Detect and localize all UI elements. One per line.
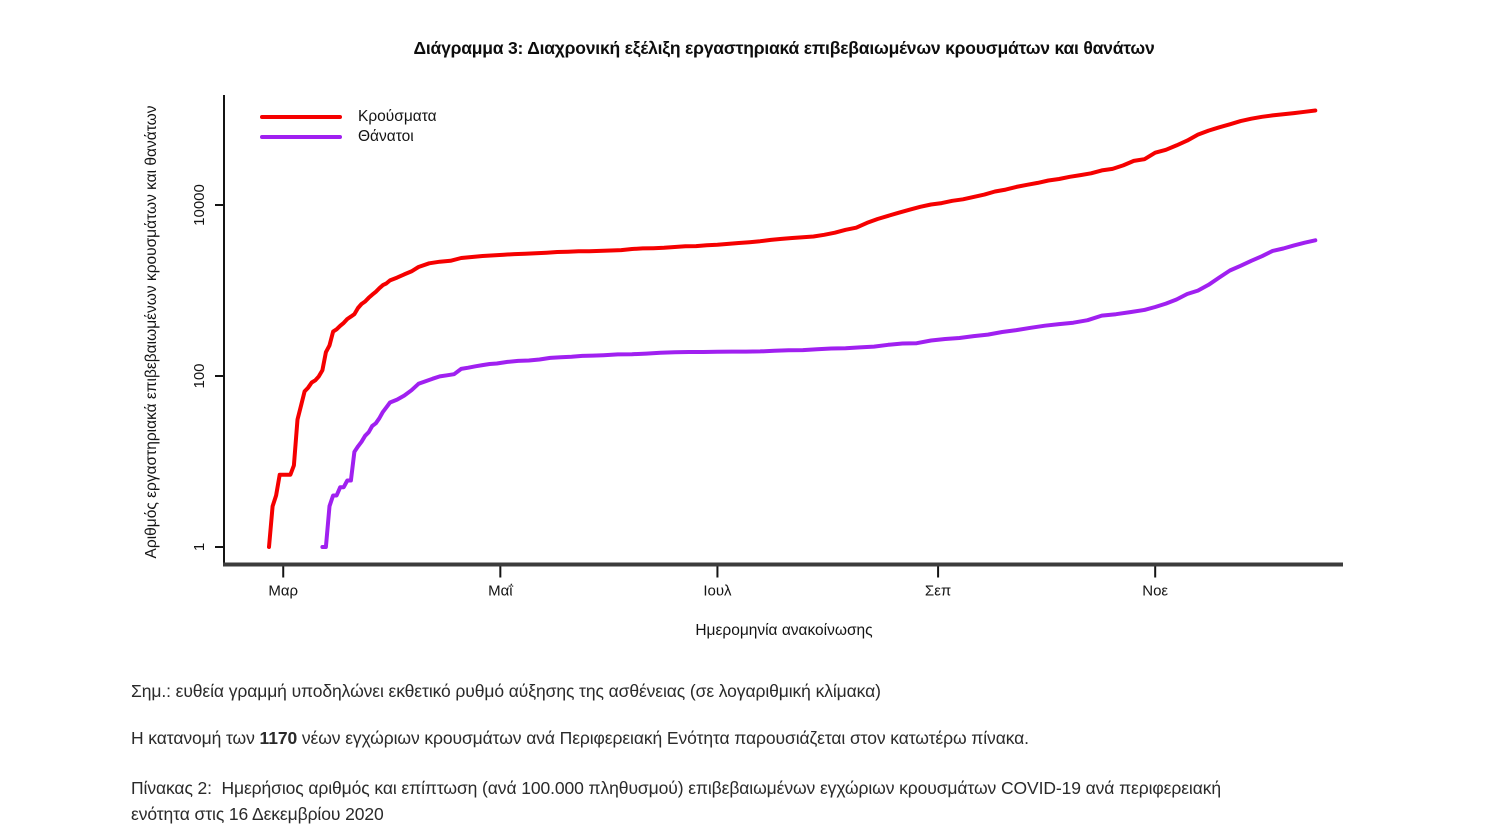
svg-text:1: 1 — [191, 543, 208, 551]
legend-label-deaths: Θάνατοι — [358, 128, 414, 145]
cases-line-swatch — [260, 115, 342, 119]
legend-item-deaths: Θάνατοι — [260, 127, 437, 147]
new-cases-count: 1170 — [259, 728, 298, 748]
table-2-caption-line-1: Πίνακας 2: Ημερήσιος αριθμός και επίπτωσ… — [131, 778, 1221, 798]
svg-text:Νοε: Νοε — [1142, 583, 1168, 600]
svg-text:Σεπ: Σεπ — [925, 583, 951, 600]
chart-title: Διάγραμμα 3: Διαχρονική εξέλιξη εργαστηρ… — [413, 38, 1155, 58]
table-2-caption-line-2: ενότητα στις 16 Δεκεμβρίου 2020 — [131, 803, 384, 824]
note-log-scale: Σημ.: ευθεία γραμμή υποδηλώνει εκθετικό … — [131, 681, 881, 701]
chart-legend: Κρούσματα Θάνατοι — [260, 107, 437, 147]
svg-text:Ιουλ: Ιουλ — [703, 583, 732, 600]
chart-canvas: 1 100 10000 Μαρ Μαΐ Ιουλ Σεπ Νοε — [191, 95, 1343, 600]
svg-text:100: 100 — [191, 363, 208, 388]
svg-text:Μαΐ: Μαΐ — [488, 583, 513, 600]
note-case-distribution-prefix: Η κατανομή των — [131, 728, 260, 748]
note-case-distribution-suffix: νέων εγχώριων κρουσμάτων ανά Περιφερειακ… — [297, 728, 1029, 748]
deaths-line-swatch — [260, 135, 342, 139]
note-case-distribution: Η κατανομή των 1170 νέων εγχώριων κρουσμ… — [131, 728, 1029, 749]
svg-text:10000: 10000 — [191, 184, 208, 226]
legend-label-cases: Κρούσματα — [358, 108, 437, 125]
svg-text:Μαρ: Μαρ — [268, 583, 298, 600]
legend-item-cases: Κρούσματα — [260, 107, 437, 127]
y-axis-title: Αριθμός εργαστηριακά επιβεβαιωμένων κρου… — [143, 105, 160, 559]
table-2-caption: Πίνακας 2: Ημερήσιος αριθμός και επίπτωσ… — [131, 776, 1221, 827]
x-axis-title: Ημερομηνία ανακοίνωσης — [695, 622, 873, 639]
